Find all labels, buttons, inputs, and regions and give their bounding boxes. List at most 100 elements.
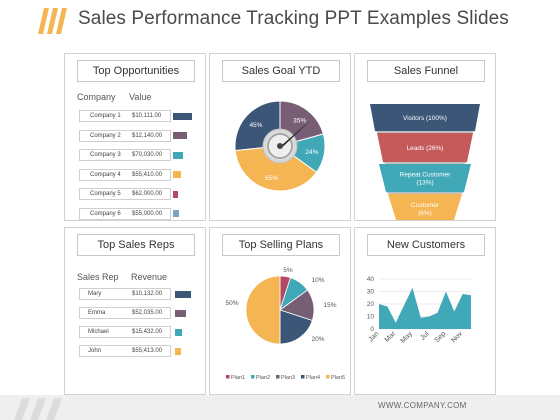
funnel-stage-shadow <box>383 162 467 164</box>
value-column-header: Value <box>129 92 152 102</box>
company-name: Company 4 <box>90 171 121 178</box>
y-tick-label: 30 <box>367 289 375 296</box>
funnel-stage-label: (13%) <box>416 180 433 187</box>
opportunity-row: Company 2 $12,140.00 <box>79 129 171 142</box>
revenue-column-header: Revenue <box>131 272 168 282</box>
y-tick-label: 40 <box>367 276 375 283</box>
top-opportunities-panel: Top Opportunities Company Value Company … <box>64 53 206 221</box>
legend-swatch <box>326 375 330 379</box>
company-name: Company 3 <box>90 152 121 158</box>
gauge-segment-label: 45% <box>249 122 262 129</box>
funnel-stage-label: Visitors (100%) <box>403 115 447 122</box>
sales-rep-revenue-bar <box>175 309 186 317</box>
sales-rep-row: John $55,413.00 <box>79 345 171 357</box>
footer-url: WWW.COMPANY.COM <box>378 401 467 410</box>
sales-rep-name: Emma <box>88 310 106 316</box>
company-name: Company 5 <box>90 191 121 197</box>
company-value: $10,111.00 <box>132 113 162 119</box>
opportunity-row: Company 1 $10,111.00 <box>79 110 171 122</box>
company-value: $55,000.00 <box>132 210 163 217</box>
sales-rep-name: John <box>88 348 102 354</box>
sales-rep-column-header: Sales Rep <box>77 272 119 282</box>
funnel-stage-label: Leads (26%) <box>407 145 444 152</box>
sales-rep-revenue-bar <box>175 347 182 355</box>
company-value: $12,140.00 <box>132 132 163 139</box>
top-selling-plans-pie-chart: 5% 10% 15% 20% 50% Plan1 Plan2 Plan3 Plan4 Plan5 <box>225 267 345 381</box>
sales-rep-revenue: $15,432.00 <box>132 329 163 335</box>
sales-rep-name: Mary <box>88 291 102 297</box>
slide-title: Sales Performance Tracking PPT Examples … <box>78 8 509 29</box>
top-selling-plans-panel: Top Selling Plans 5% 10% 15% 20% 50% Plan1 Pla… <box>209 227 351 395</box>
legend-swatch <box>251 375 255 379</box>
opportunity-value-bar <box>173 190 178 198</box>
funnel-stage-label: Customer <box>411 202 440 209</box>
area-series <box>379 287 471 329</box>
company-name: Company 2 <box>90 132 121 139</box>
gauge-segment-label: 24% <box>305 149 318 156</box>
x-tick-label: Mar <box>384 330 398 344</box>
opportunity-row: Company 4 $55,410.00 <box>79 168 171 181</box>
legend-swatch <box>226 375 230 379</box>
company-name: Company 1 <box>90 113 121 119</box>
pie-slice <box>245 275 281 345</box>
sales-rep-revenue: $52,035.00 <box>132 310 163 316</box>
x-tick-label: May <box>400 330 415 345</box>
footer-stripes-decoration <box>14 398 62 420</box>
sales-rep-revenue: $55,413.00 <box>132 348 163 354</box>
company-column-header: Company <box>77 92 116 102</box>
sales-funnel-title: Sales Funnel <box>367 60 485 82</box>
company-value: $62,000.00 <box>132 191 163 197</box>
funnel-stage-shadow <box>375 131 475 133</box>
sales-rep-revenue-bar <box>175 328 183 336</box>
opportunity-row: Company 5 $62,000.00 <box>79 188 171 200</box>
company-value: $70,030.00 <box>132 152 163 158</box>
footer-band <box>0 395 560 420</box>
opportunity-row: Company 6 $55,000.00 <box>79 207 171 220</box>
y-tick-label: 0 <box>370 326 374 333</box>
y-tick-label: 20 <box>367 301 375 308</box>
funnel-stage <box>377 133 473 162</box>
sales-funnel-panel: Sales Funnel Visitors (100%) Leads (26%) R… <box>354 53 496 221</box>
sales-rep-row: Michael $15,432.00 <box>79 326 171 338</box>
x-tick-label: Jul <box>419 330 431 342</box>
title-stripes-decoration <box>38 8 67 34</box>
legend-label: Plan3 <box>281 375 295 381</box>
y-tick-label: 10 <box>367 314 375 321</box>
sales-goal-ytd-title: Sales Goal YTD <box>222 60 340 82</box>
legend-swatch <box>276 375 280 379</box>
sales-goal-ytd-panel: Sales Goal YTD 45% 35% 24% 65% <box>209 53 351 221</box>
new-customers-title: New Customers <box>367 234 485 256</box>
legend-label: Plan4 <box>306 375 320 381</box>
gauge-segment <box>234 145 318 192</box>
pie-slice-label: 50% <box>225 300 238 307</box>
pie-slice-label: 20% <box>311 336 324 343</box>
funnel-stage-label: Repeat Customer <box>400 172 452 179</box>
funnel-stage-shadow <box>386 192 464 194</box>
top-selling-plans-title: Top Selling Plans <box>222 234 340 256</box>
legend-label: Plan5 <box>331 375 345 381</box>
sales-rep-revenue-bar <box>175 290 192 298</box>
opportunity-row: Company 3 $70,030.00 <box>79 149 171 161</box>
sales-rep-name: Michael <box>88 329 109 335</box>
new-customers-panel: New Customers 0 10 20 30 40 Jan Mar May Jul Sep No… <box>354 227 496 395</box>
legend-label: Plan1 <box>231 375 245 381</box>
opportunity-value-bar <box>173 112 192 120</box>
gauge-segment-label: 35% <box>293 118 306 125</box>
x-tick-label: Nov <box>450 330 464 344</box>
sales-rep-revenue: $10,132.00 <box>132 291 163 297</box>
sales-rep-row: Mary $10,132.00 <box>79 288 171 300</box>
opportunity-value-bar <box>173 210 179 217</box>
top-sales-reps-panel: Top Sales Reps Sales Rep Revenue Mary $10… <box>64 227 206 395</box>
top-sales-reps-title: Top Sales Reps <box>77 234 195 256</box>
pie-slice-label: 5% <box>283 267 293 274</box>
funnel-stage <box>388 194 462 220</box>
opportunity-value-bar <box>173 151 183 159</box>
pie-slice-label: 15% <box>323 302 336 309</box>
funnel-stage-label: (6%) <box>418 210 432 217</box>
company-value: $55,410.00 <box>132 171 163 178</box>
gauge-needle <box>278 120 311 148</box>
sales-rep-row: Emma $52,035.00 <box>79 307 171 319</box>
sales-funnel-chart: Visitors (100%) Leads (26%) Repeat Custome… <box>370 104 480 220</box>
legend-swatch <box>301 375 305 379</box>
